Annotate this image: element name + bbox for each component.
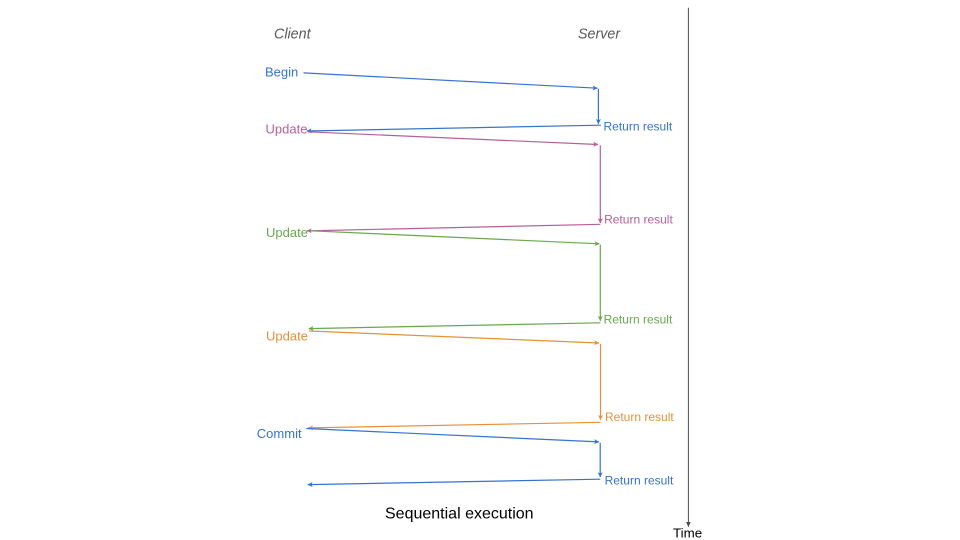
svg-text:Update: Update <box>266 121 308 136</box>
svg-text:Client: Client <box>274 27 312 43</box>
svg-text:Update: Update <box>266 225 308 240</box>
svg-text:Time: Time <box>673 526 702 540</box>
svg-text:Sequential execution: Sequential execution <box>385 506 534 523</box>
svg-text:Commit: Commit <box>257 426 302 441</box>
svg-text:Return result: Return result <box>604 213 673 227</box>
svg-text:Return result: Return result <box>605 410 674 424</box>
svg-text:Return result: Return result <box>604 313 673 327</box>
svg-text:Server: Server <box>578 27 621 43</box>
svg-text:Return result: Return result <box>605 473 674 487</box>
svg-text:Update: Update <box>266 328 308 343</box>
svg-text:Return result: Return result <box>604 119 673 133</box>
svg-text:Begin: Begin <box>265 64 298 79</box>
